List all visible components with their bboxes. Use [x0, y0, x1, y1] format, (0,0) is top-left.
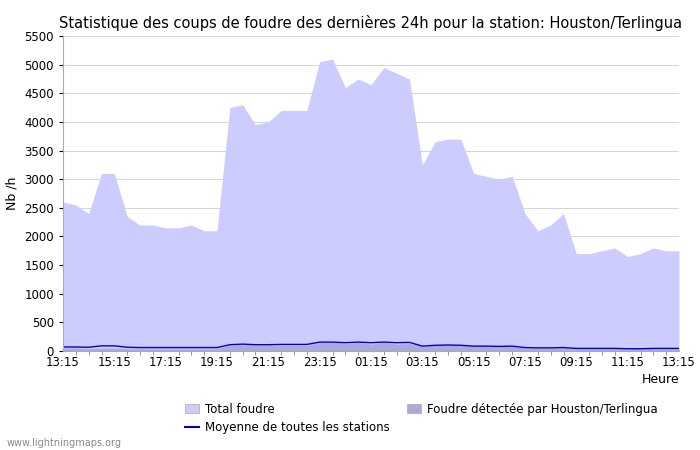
Text: www.lightningmaps.org: www.lightningmaps.org: [7, 438, 122, 448]
Legend: Total foudre, Moyenne de toutes les stations, Foudre détectée par Houston/Terlin: Total foudre, Moyenne de toutes les stat…: [180, 398, 662, 439]
Text: Heure: Heure: [641, 373, 679, 386]
Title: Statistique des coups de foudre des dernières 24h pour la station: Houston/Terli: Statistique des coups de foudre des dern…: [60, 15, 682, 31]
Y-axis label: Nb /h: Nb /h: [6, 177, 19, 210]
